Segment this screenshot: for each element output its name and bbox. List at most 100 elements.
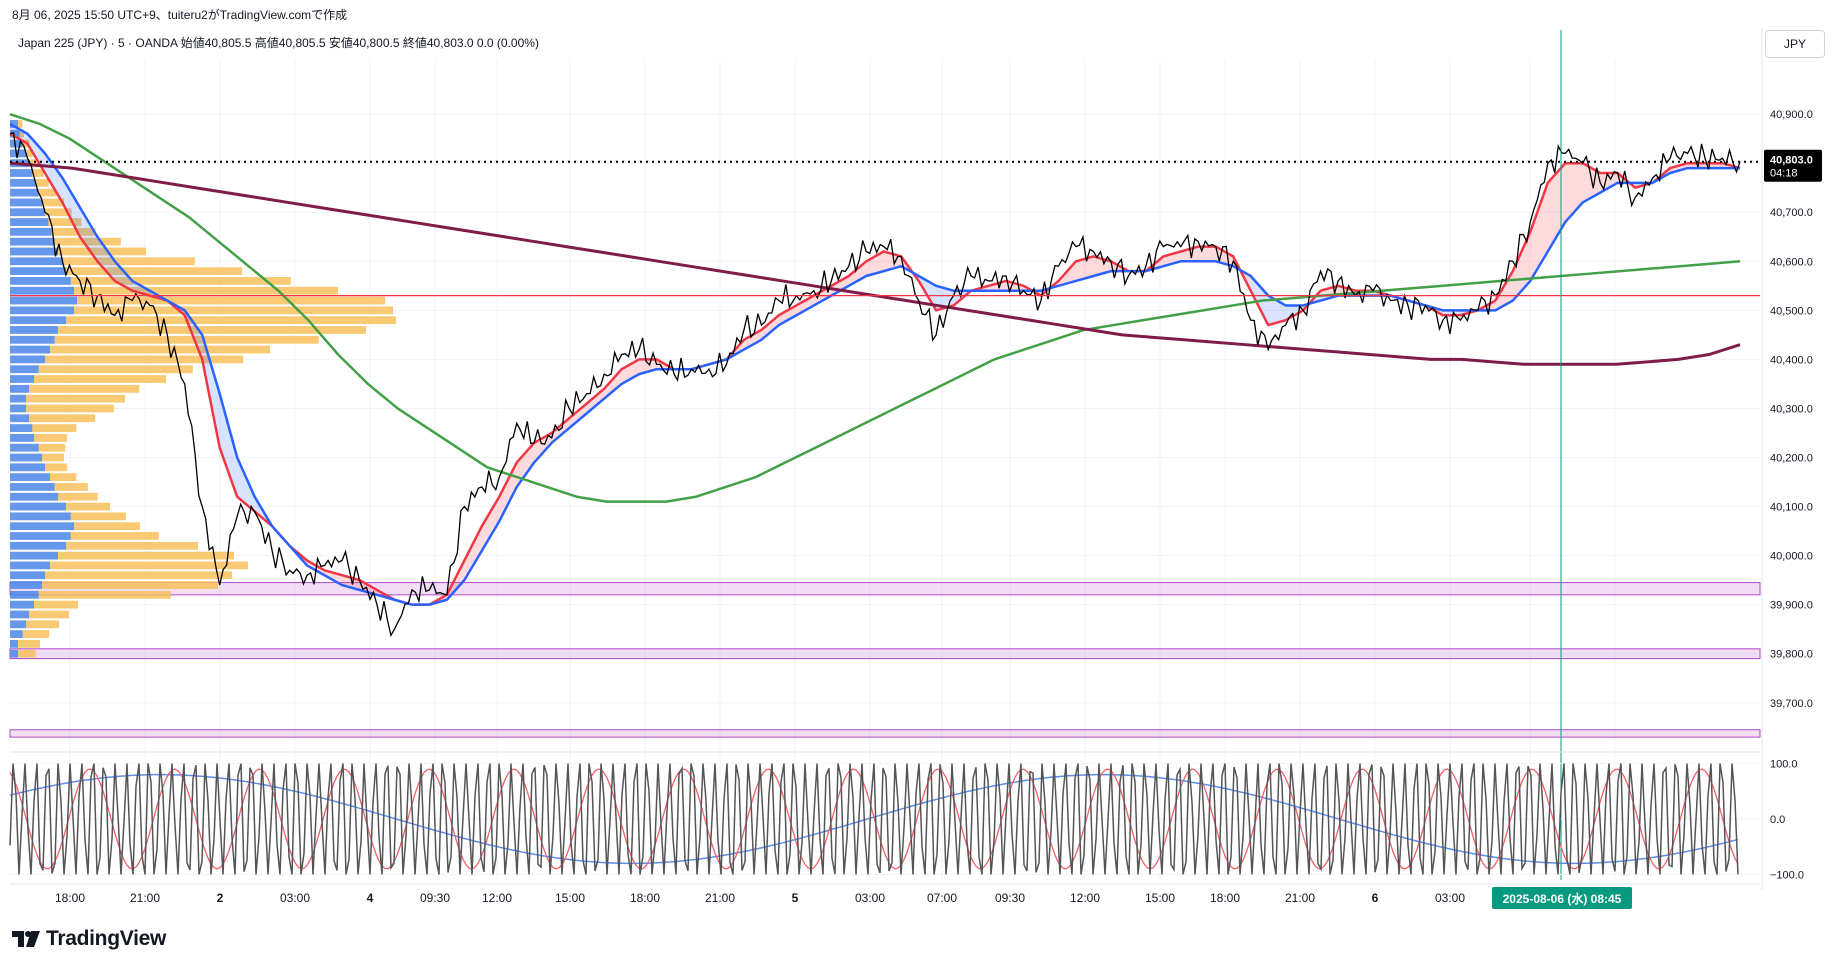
time-tick-label: 4 (367, 891, 374, 905)
volume-bar-sell (77, 296, 386, 305)
volume-bar-sell (66, 316, 396, 325)
price-line (9, 132, 1741, 638)
volume-bar-sell (29, 384, 140, 393)
volume-bar-sell (66, 502, 110, 511)
price-tick-label: 40,900.0 (1770, 109, 1813, 121)
volume-bar-sell (45, 463, 68, 472)
volume-bar-buy (10, 610, 30, 619)
price-tick-label: 40,700.0 (1770, 207, 1813, 219)
support-zone (9, 582, 1761, 596)
volume-bar-buy (10, 453, 42, 462)
volume-bar-buy (10, 502, 66, 511)
ma-ribbon-fill (97, 236, 115, 281)
currency-button[interactable]: JPY (1765, 30, 1825, 58)
price-series (9, 132, 1741, 638)
volume-bar-buy (10, 365, 39, 374)
volume-bar-sell (50, 561, 248, 570)
volume-bar-sell (34, 600, 78, 609)
time-tick-label: 21:00 (130, 891, 160, 905)
time-tick-label: 2 (217, 891, 224, 905)
volume-bar-buy (10, 561, 50, 570)
price-tick-label: 40,200.0 (1770, 453, 1813, 465)
ma-ribbon-fill (237, 457, 255, 512)
volume-bar-buy (10, 620, 26, 629)
ma-ribbon-fill (586, 388, 605, 414)
osc-tick-label: 0.0 (1770, 814, 1785, 826)
volume-bar-sell (50, 473, 77, 482)
volume-bar-buy (10, 355, 46, 364)
volume-bar-buy (10, 237, 55, 246)
ma-ribbon-fill (866, 251, 884, 277)
crosshair-time-badge (1492, 887, 1632, 909)
ma-ribbon-fill (1075, 256, 1094, 281)
volume-bar-sell (66, 541, 198, 550)
volume-bar-buy (10, 316, 66, 325)
ma-blue-line (9, 122, 1740, 606)
volume-bar-sell (26, 620, 59, 629)
volume-bar-buy (10, 590, 39, 599)
axes (10, 28, 1763, 890)
volume-bar-sell (38, 443, 66, 452)
volume-bar-sell (38, 188, 57, 197)
time-tick-label: 12:00 (482, 891, 512, 905)
volume-bar-buy (10, 541, 66, 550)
ma-ribbon-fill (551, 418, 570, 443)
volume-bar-sell (54, 483, 88, 491)
volume-bar-buy (10, 639, 18, 648)
ma-ribbon-fill (464, 526, 482, 581)
price-tick-label: 39,900.0 (1770, 600, 1813, 612)
time-tick-label: 21:00 (705, 891, 735, 905)
volume-bar-buy (10, 169, 33, 177)
ma-ribbon-fill (499, 462, 517, 522)
ma-ribbon-fill (1565, 163, 1583, 223)
ma-ribbon-fill (10, 123, 28, 144)
ma-ribbon-fill (219, 393, 238, 497)
volume-bar-sell (58, 247, 146, 256)
volume-bar-sell (48, 218, 82, 226)
ma-ribbon-fill (534, 432, 552, 463)
time-tick-label: 18:00 (55, 891, 85, 905)
ma-ribbon-fill (79, 207, 98, 262)
ma-ribbon-fill (1530, 182, 1548, 281)
volume-bar-sell (18, 649, 36, 658)
price-tick-label: 39,700.0 (1770, 698, 1813, 710)
oscillator-pane (9, 763, 1760, 875)
volume-bar-sell (54, 335, 319, 344)
ma-ribbon-fill (481, 496, 500, 551)
tradingview-logo[interactable]: TradingView (12, 927, 166, 950)
volume-bar-buy (10, 463, 46, 472)
ma-ribbon-fills (10, 123, 1740, 605)
horizontal-levels (10, 30, 1762, 880)
last-price-label: 40,803.0 (1770, 155, 1813, 167)
chart-caption: 8月 06, 2025 15:50 UTC+9、tuiteru2がTrading… (12, 8, 348, 22)
ma-ribbon-fill (1512, 231, 1531, 301)
volume-bar-sell (34, 375, 166, 383)
volume-bar-sell (38, 365, 193, 374)
volume-bar-sell (19, 129, 24, 138)
time-tick-label: 15:00 (1145, 891, 1175, 905)
volume-bar-sell (22, 630, 50, 638)
volume-bar-sell (74, 306, 393, 315)
volume-bar-buy (10, 581, 42, 589)
volume-bar-buy (10, 188, 39, 197)
volume-bar-sell (38, 590, 171, 599)
volume-bar-buy (10, 247, 58, 256)
volume-bar-sell (35, 178, 49, 187)
ma-ribbon-fill (1180, 246, 1199, 262)
symbol-ohlc-legend[interactable]: Japan 225 (JPY) · 5 · OANDA 始値40,805.5 高… (18, 36, 539, 50)
volume-bar-buy (10, 532, 71, 540)
tradingview-logo-icon (12, 931, 40, 947)
volume-bar-buy (10, 492, 58, 501)
volume-bar-buy (10, 384, 30, 393)
volume-bar-sell (54, 237, 121, 246)
volume-bar-sell (32, 169, 44, 177)
volume-bar-buy (10, 414, 30, 423)
volume-bar-buy (10, 571, 46, 580)
ma-ribbon-fill (639, 359, 657, 375)
ma-ribbon-fill (62, 177, 80, 237)
volume-bar-buy (10, 198, 42, 207)
volume-bar-buy (10, 375, 34, 383)
volume-bar-sell (26, 404, 114, 413)
